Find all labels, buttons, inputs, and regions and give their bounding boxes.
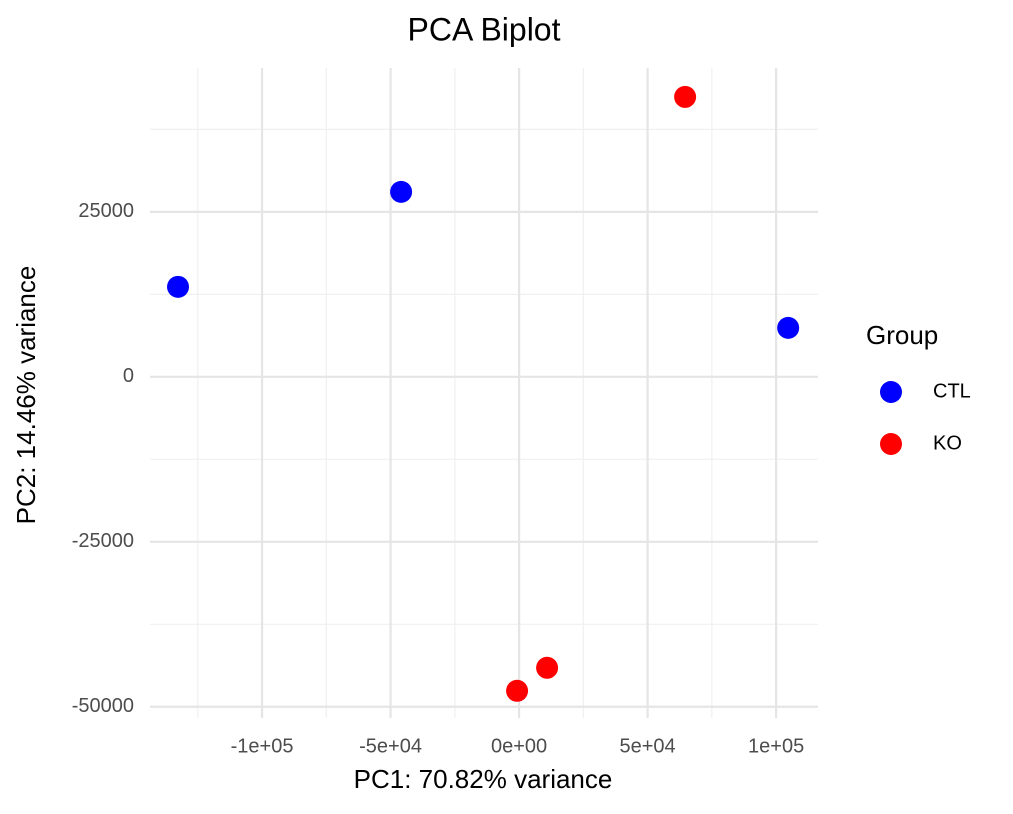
chart-title: PCA Biplot [408,11,561,47]
y-tick-label: -25000 [72,530,134,552]
point [536,656,559,679]
x-tick-label: -5e+04 [359,735,422,757]
legend-title: Group [866,320,938,350]
legend-marker [880,433,902,455]
x-tick-label: -1e+05 [231,735,294,757]
x-axis-title: PC1: 70.82% variance [354,764,613,794]
legend-label: CTL [933,380,971,402]
y-tick-label: -50000 [72,695,134,717]
y-axis-title: PC2: 14.46% variance [11,266,41,525]
y-tick-label: 25000 [78,200,134,222]
point [777,316,800,339]
grid [150,68,818,718]
x-tick-label: 5e+04 [620,735,676,757]
legend-label: KO [933,432,962,454]
legend-marker [880,381,902,403]
x-tick-label: 1e+05 [748,735,804,757]
point [506,679,529,702]
point [167,275,190,298]
y-tick-label: 0 [123,365,134,387]
x-tick-label: 0e+00 [491,735,547,757]
point [390,180,413,203]
point [674,85,697,108]
